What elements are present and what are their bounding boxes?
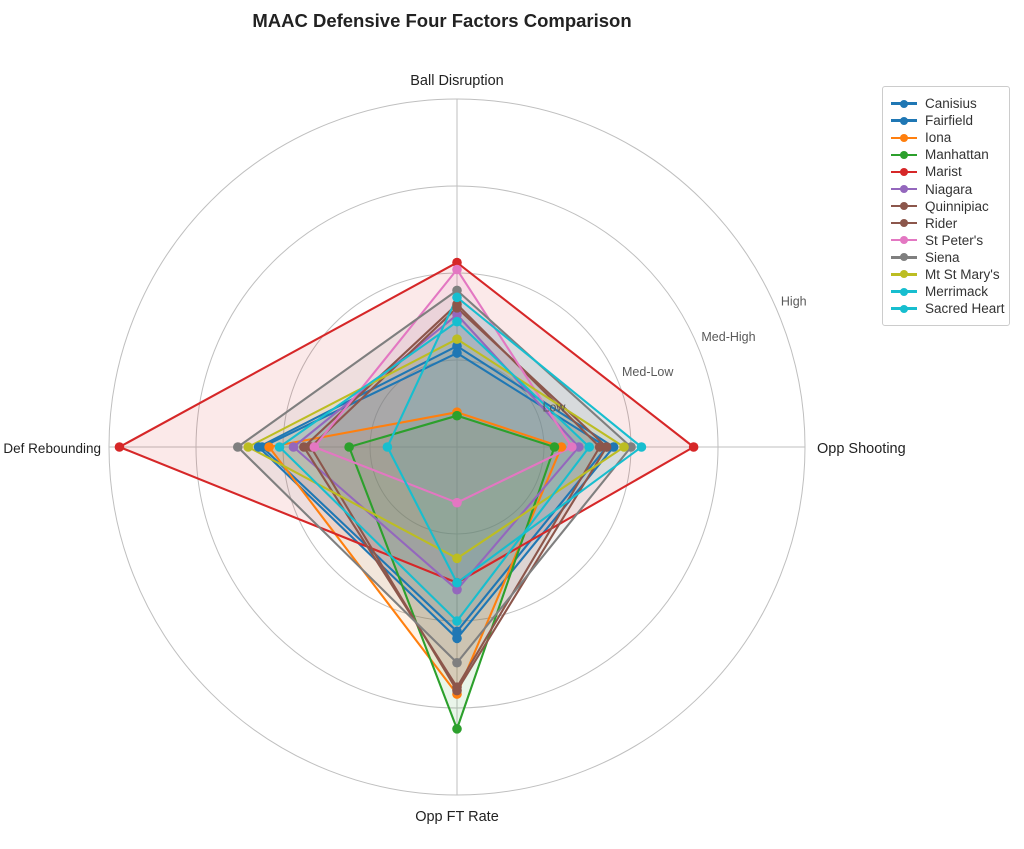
svg-text:High: High [781,295,807,309]
svg-text:Ball Disruption: Ball Disruption [410,73,504,89]
svg-text:Med-High: Med-High [701,330,755,344]
svg-text:Opp Shooting: Opp Shooting [817,441,906,457]
svg-text:Def Rebounding: Def Rebounding [3,441,101,456]
svg-text:Med-Low: Med-Low [622,365,674,379]
svg-text:Low: Low [543,401,567,415]
svg-text:Opp FT Rate: Opp FT Rate [415,809,499,825]
